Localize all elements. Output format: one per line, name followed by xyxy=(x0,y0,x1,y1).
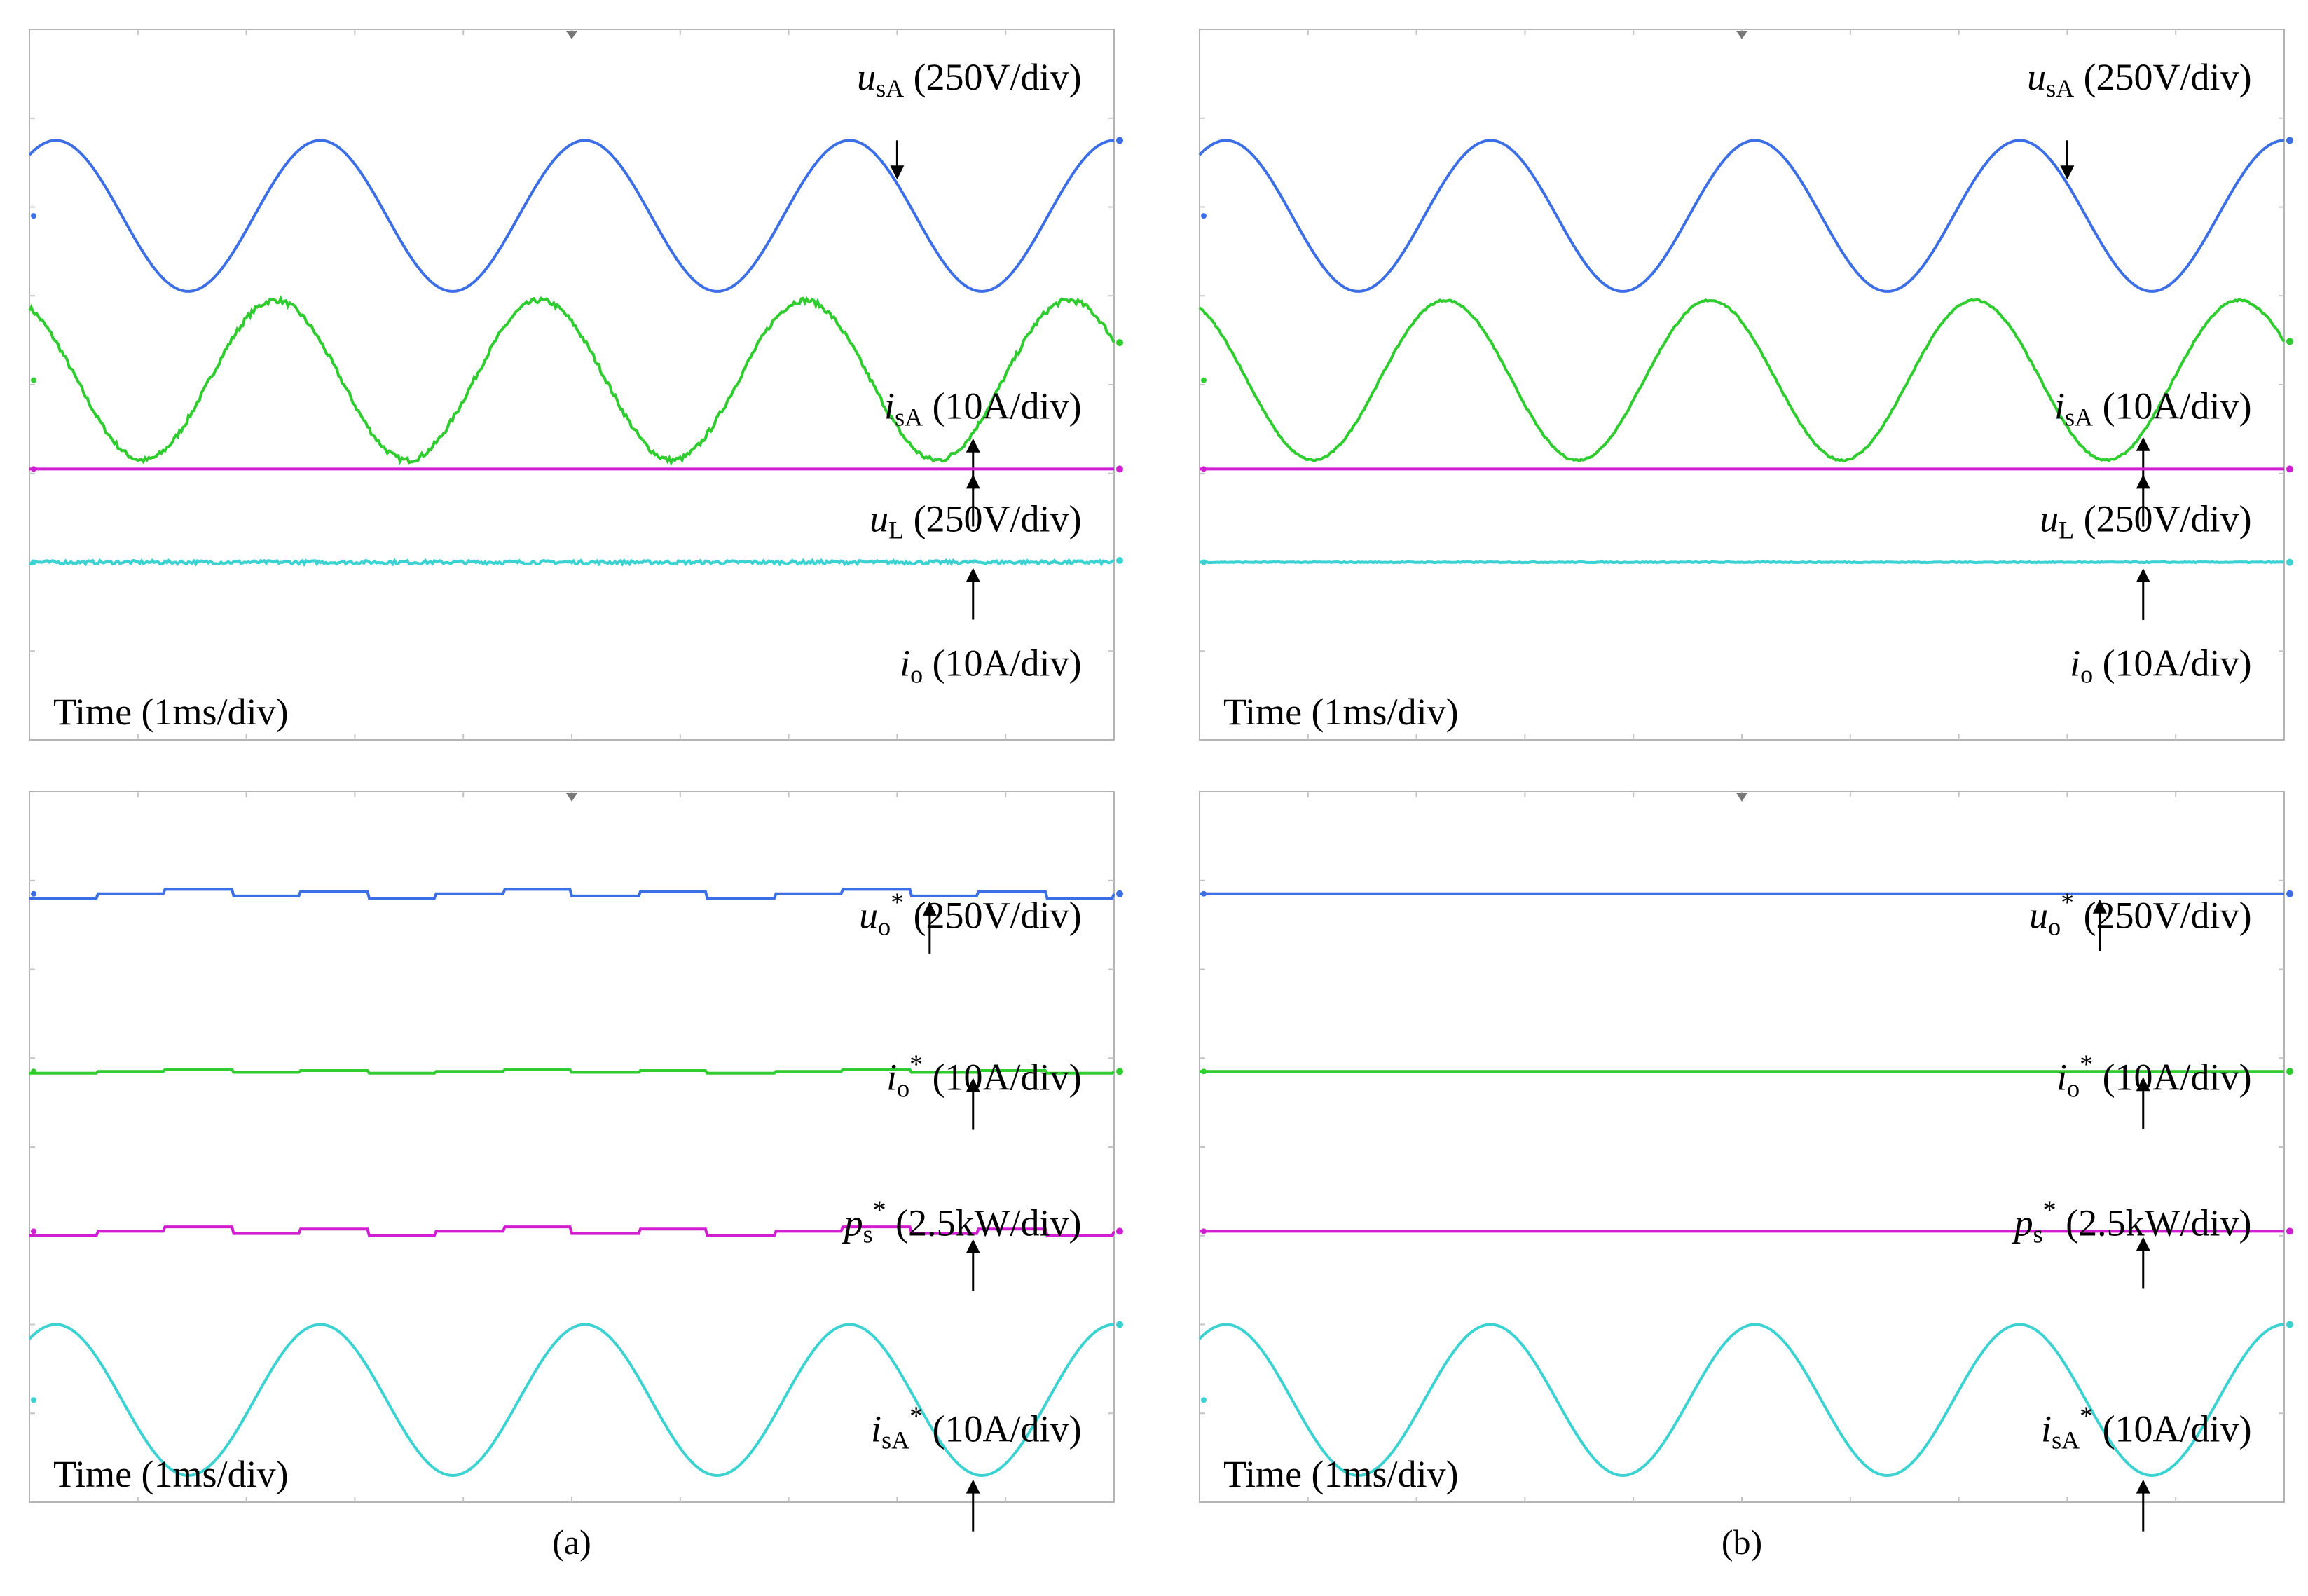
arrow-head-icon xyxy=(966,1239,980,1253)
series-label: uo* (250V/div) xyxy=(2029,888,2251,940)
trigger-marker-icon xyxy=(566,793,577,802)
series-label: io (10A/div) xyxy=(900,642,1081,688)
arrow-head-icon xyxy=(2136,567,2150,582)
channel-marker-icon xyxy=(1201,559,1207,565)
arrow-head-icon xyxy=(2092,899,2107,914)
series-label: io* (10A/div) xyxy=(2056,1050,2251,1103)
scope-panel-b-bottom: uo* (250V/div) io* (10A/div) ps* (2.5kW/di… xyxy=(1198,791,2293,1532)
arrow-head-icon xyxy=(2060,165,2075,180)
series-label: isA* (10A/div) xyxy=(871,1402,1082,1454)
series-label: ps* (2.5kW/div) xyxy=(2012,1195,2252,1248)
arrow-head-icon xyxy=(2136,1479,2150,1494)
trace-isA-star xyxy=(1198,1323,2285,1478)
channel-level-icon xyxy=(1116,339,1123,347)
channel-marker-icon xyxy=(31,559,36,565)
arrow-head-icon xyxy=(966,1479,980,1494)
channel-marker-icon xyxy=(31,1397,36,1403)
arrow-head-icon xyxy=(966,1078,980,1092)
series-label: isA* (10A/div) xyxy=(2041,1402,2252,1454)
trace-io xyxy=(29,558,1115,567)
series-label: isA (10A/div) xyxy=(2054,385,2252,431)
arrow-head-icon xyxy=(890,165,905,180)
arrow-head-icon xyxy=(2136,1077,2150,1092)
panel-frame xyxy=(29,29,1115,741)
channel-level-icon xyxy=(2286,137,2293,144)
channel-level-icon xyxy=(2286,1227,2293,1235)
trace-isA xyxy=(28,295,1115,466)
channel-level-icon xyxy=(2286,1321,2293,1328)
arrow-head-icon xyxy=(966,438,980,453)
trace-usA xyxy=(1198,139,2285,293)
channel-marker-icon xyxy=(31,1068,36,1075)
channel-marker-icon xyxy=(1201,466,1207,472)
time-axis-label: Time (1ms/div) xyxy=(1223,1453,1459,1495)
trigger-marker-icon xyxy=(1736,31,1747,39)
channel-marker-icon xyxy=(1201,1397,1207,1403)
channel-marker-icon xyxy=(1201,1228,1207,1234)
arrow-head-icon xyxy=(966,474,980,489)
arrow-head-icon xyxy=(2136,436,2150,451)
series-label: uo* (250V/div) xyxy=(859,888,1081,940)
channel-level-icon xyxy=(2286,1068,2293,1075)
series-label: uL (250V/div) xyxy=(870,498,1081,544)
channel-level-icon xyxy=(2286,890,2293,897)
channel-level-icon xyxy=(2286,558,2293,566)
series-label: isA (10A/div) xyxy=(884,385,1082,431)
channel-level-icon xyxy=(1116,1068,1123,1075)
trigger-marker-icon xyxy=(1736,793,1747,802)
trace-io-star xyxy=(29,1068,1115,1075)
channel-marker-icon xyxy=(1201,377,1207,383)
caption-a: (a) xyxy=(552,1522,591,1562)
series-label: ps* (2.5kW/div) xyxy=(842,1195,1082,1248)
arrow-head-icon xyxy=(2136,474,2150,489)
scope-panel-a-bottom: uo* (250V/div) io* (10A/div) ps* (2.5kW/di… xyxy=(28,791,1123,1532)
time-axis-label: Time (1ms/div) xyxy=(53,1453,289,1495)
arrow-head-icon xyxy=(922,901,937,916)
channel-level-icon xyxy=(1116,1321,1123,1328)
trace-io xyxy=(1199,560,2285,565)
series-label: io (10A/div) xyxy=(2070,642,2251,688)
channel-level-icon xyxy=(2286,465,2293,473)
channel-level-icon xyxy=(1116,1227,1123,1235)
trace-uo-star xyxy=(29,888,1115,900)
trigger-marker-icon xyxy=(566,31,577,39)
series-label: usA (250V/div) xyxy=(857,56,1081,102)
channel-marker-icon xyxy=(31,466,36,472)
channel-marker-icon xyxy=(1201,213,1207,219)
arrow-head-icon xyxy=(966,567,980,582)
panel-frame xyxy=(1199,29,2285,741)
trace-isA-star xyxy=(28,1323,1115,1478)
arrow-head-icon xyxy=(2136,1237,2150,1251)
channel-marker-icon xyxy=(1201,1068,1207,1075)
channel-level-icon xyxy=(1116,890,1123,897)
time-axis-label: Time (1ms/div) xyxy=(53,691,289,733)
scope-panel-b-top: usA (250V/div) isA (10A/div) uL (250V/div)… xyxy=(1198,29,2293,741)
channel-marker-icon xyxy=(31,213,36,219)
channel-marker-icon xyxy=(31,1228,36,1234)
channel-marker-icon xyxy=(31,377,36,383)
series-label: io* (10A/div) xyxy=(886,1050,1081,1103)
caption-b: (b) xyxy=(1722,1522,1762,1562)
time-axis-label: Time (1ms/div) xyxy=(1223,691,1459,733)
series-label: usA (250V/div) xyxy=(2027,56,2251,102)
trace-isA xyxy=(1198,298,2286,463)
trace-usA xyxy=(28,139,1115,293)
channel-level-icon xyxy=(1116,557,1123,565)
channel-level-icon xyxy=(1116,137,1123,144)
series-label: uL (250V/div) xyxy=(2040,498,2251,544)
channel-marker-icon xyxy=(31,890,36,897)
channel-level-icon xyxy=(1116,465,1123,473)
trace-ps-star xyxy=(29,1225,1115,1237)
scope-panel-a-top: usA (250V/div) isA (10A/div) uL (250V/div)… xyxy=(28,29,1123,741)
channel-marker-icon xyxy=(1201,890,1207,897)
channel-level-icon xyxy=(2286,338,2293,345)
